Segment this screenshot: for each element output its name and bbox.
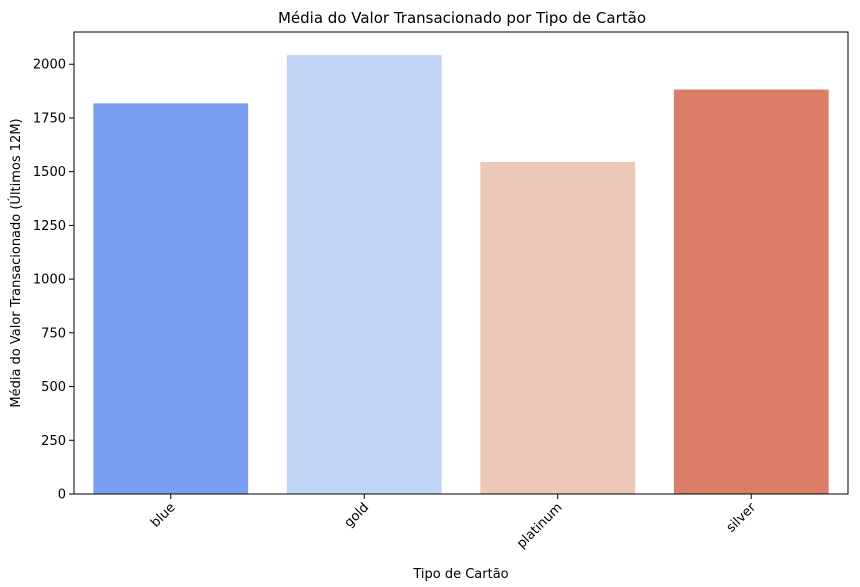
y-axis-label: Média do Valor Transacionado (Últimos 12… <box>8 118 24 407</box>
x-tick-label: platinum <box>514 500 565 551</box>
y-tick-label: 1500 <box>33 165 66 180</box>
x-tick-label: blue <box>148 500 178 530</box>
y-tick-label: 1250 <box>33 219 66 234</box>
y-tick-label: 1750 <box>33 111 66 126</box>
bar-gold <box>286 55 442 494</box>
x-axis-ticks: blue gold platinum silver <box>148 494 760 552</box>
y-tick-label: 2000 <box>33 58 66 73</box>
y-tick-label: 0 <box>58 488 66 503</box>
y-axis-ticks: 0 250 500 750 1000 1250 1500 1750 2000 <box>33 58 74 503</box>
bar-platinum <box>480 162 636 495</box>
bar-blue <box>93 103 249 494</box>
bar-silver <box>673 89 829 494</box>
x-tick-label: gold <box>342 500 372 530</box>
x-tick-label: silver <box>724 500 760 536</box>
chart-title: Média do Valor Transacionado por Tipo de… <box>278 9 646 27</box>
y-tick-label: 500 <box>41 380 66 395</box>
y-tick-label: 250 <box>41 434 66 449</box>
y-tick-label: 750 <box>41 326 66 341</box>
x-axis-label: Tipo de Cartão <box>412 567 508 582</box>
y-tick-label: 1000 <box>33 273 66 288</box>
bars <box>93 55 829 495</box>
plot-frame <box>73 31 849 495</box>
